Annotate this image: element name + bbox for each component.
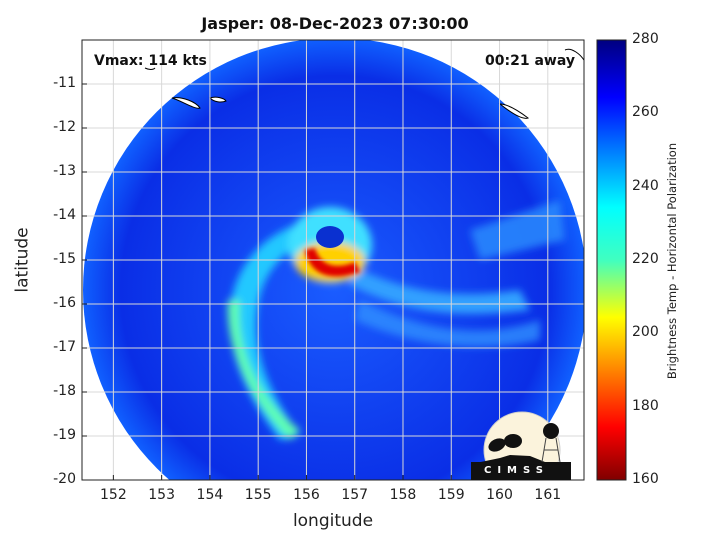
x-tick-label: 161 <box>534 487 562 503</box>
x-axis-label: longitude <box>292 511 374 531</box>
y-tick-label: -20 <box>53 471 76 487</box>
colorbar-tick-label: 200 <box>632 324 659 341</box>
colorbar-tick-label: 260 <box>632 104 659 121</box>
eyewall <box>305 248 360 277</box>
colorbar-tick-label: 160 <box>632 471 659 487</box>
y-tick-label: -14 <box>53 207 76 223</box>
y-tick-label: -12 <box>53 119 76 135</box>
plot-title: Jasper: 08-Dec-2023 07:30:00 <box>201 14 469 33</box>
y-tick-label: -15 <box>53 251 76 267</box>
y-tick-label: -16 <box>53 295 76 311</box>
x-tick-label: 159 <box>437 487 465 503</box>
x-tick-label: 156 <box>293 487 320 503</box>
eye <box>316 226 344 248</box>
y-tick-label: -18 <box>53 383 76 399</box>
colorbar <box>596 39 627 481</box>
y-tick-label: -17 <box>53 339 76 355</box>
x-tick-label: 155 <box>244 487 272 503</box>
coastlines <box>144 48 584 119</box>
colorbar-label: Brightness Temp - Horizontal Polarizatio… <box>665 142 679 380</box>
x-tick-label: 158 <box>389 487 417 503</box>
colorbar-tick-label: 280 <box>632 31 659 47</box>
y-tick-label: -19 <box>53 427 76 443</box>
x-tick-label: 153 <box>148 487 175 503</box>
x-tick-label: 152 <box>100 487 127 503</box>
y-axis-label: latitude <box>12 227 33 293</box>
colorbar-tick-label: 180 <box>632 397 659 414</box>
x-tick-label: 154 <box>196 487 224 503</box>
cimss-logo <box>471 411 571 480</box>
vmax-label: Vmax: 114 kts <box>94 53 207 69</box>
y-tick-label: -13 <box>53 163 76 179</box>
logo-text: CIMSS <box>484 465 549 476</box>
time-away-label: 00:21 away <box>485 53 575 69</box>
colorbar-tick-label: 240 <box>632 177 659 194</box>
storm-bands <box>227 200 565 440</box>
y-tick-label: -11 <box>53 75 76 91</box>
x-tick-label: 157 <box>341 487 369 503</box>
colorbar-tick-label: 220 <box>632 251 659 267</box>
x-tick-label: 160 <box>486 487 513 503</box>
